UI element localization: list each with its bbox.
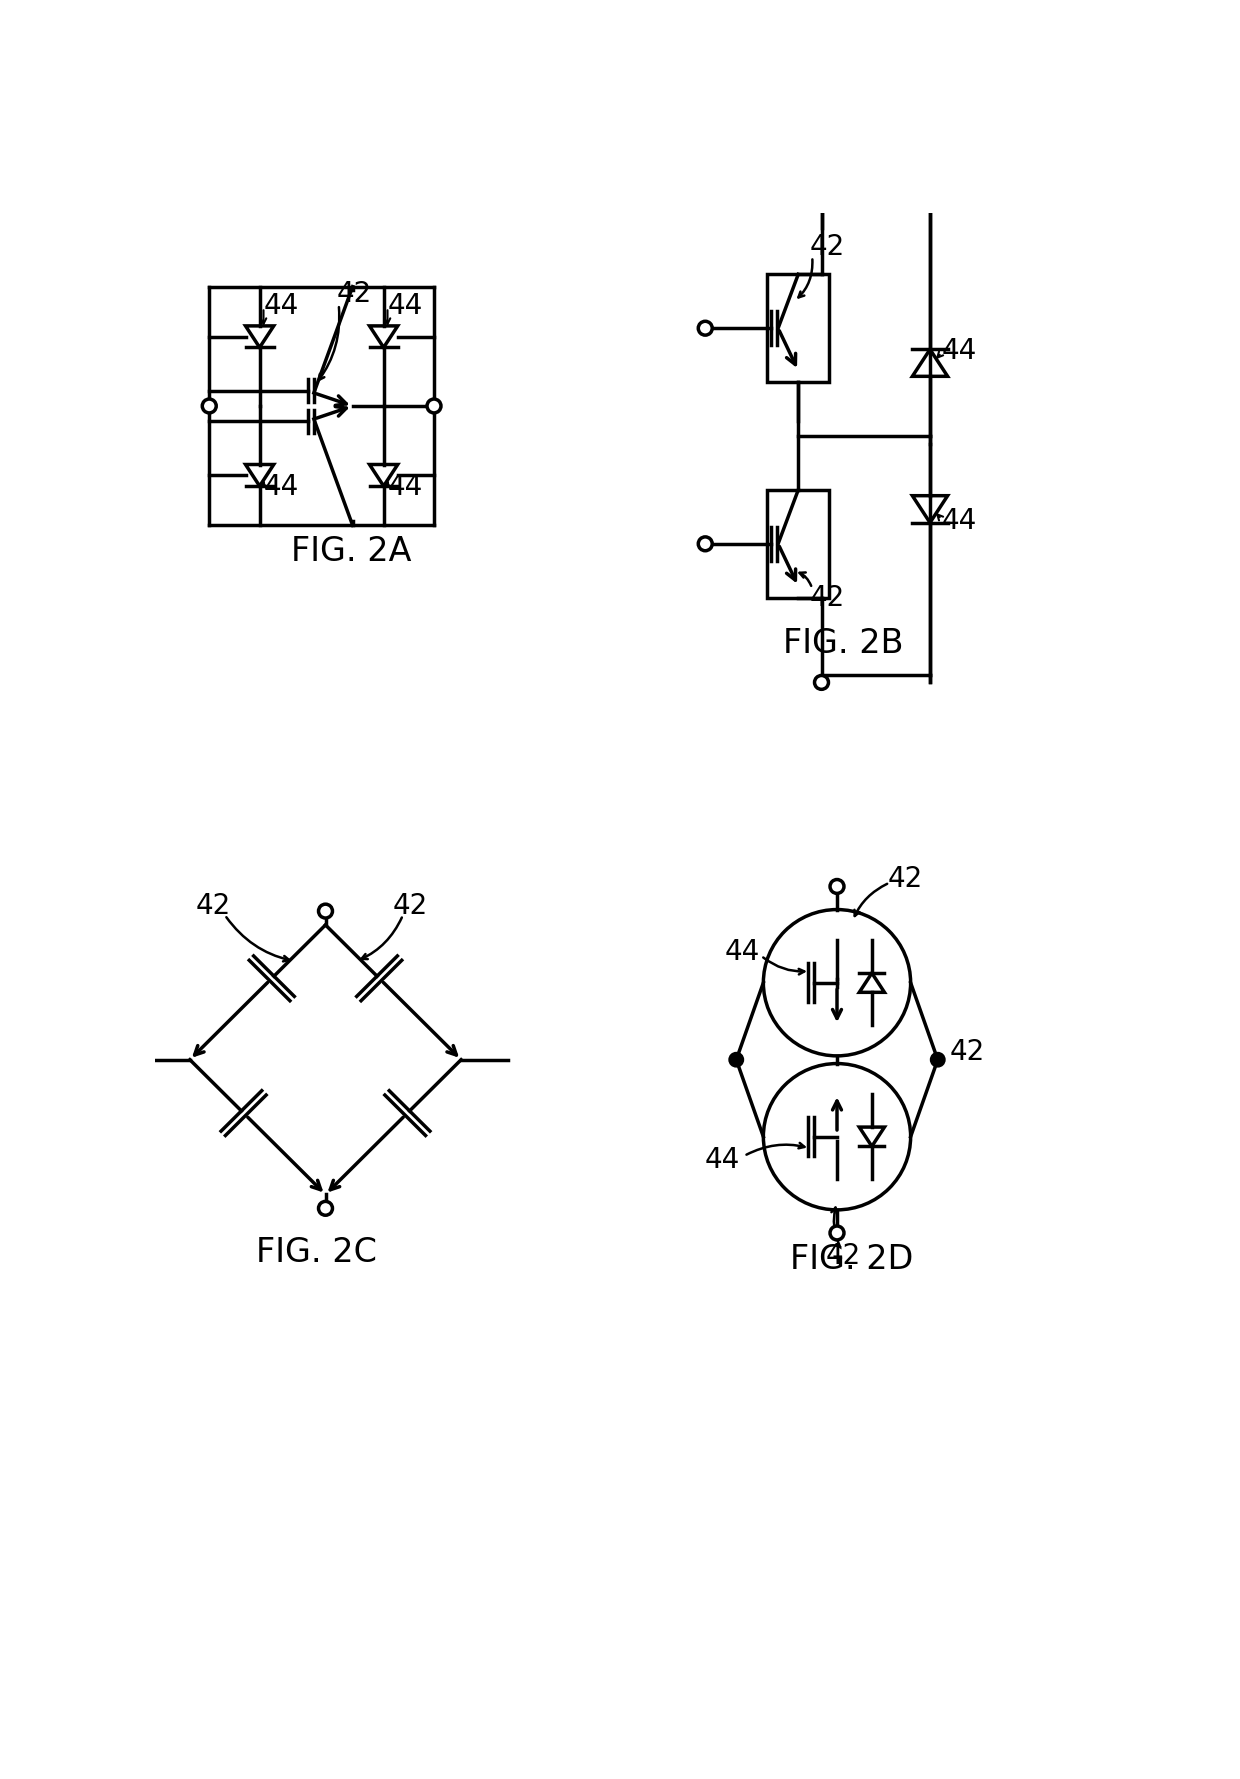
Circle shape xyxy=(202,398,216,413)
Circle shape xyxy=(427,398,441,413)
Text: 44: 44 xyxy=(704,1146,740,1174)
Text: 42: 42 xyxy=(950,1037,985,1066)
Text: FIG. 2A: FIG. 2A xyxy=(290,535,412,568)
Bar xyxy=(768,489,830,598)
Circle shape xyxy=(730,1053,743,1066)
Circle shape xyxy=(815,183,828,196)
Text: 42: 42 xyxy=(810,584,846,612)
Circle shape xyxy=(319,1201,332,1215)
Text: 44: 44 xyxy=(263,292,299,320)
Text: 42: 42 xyxy=(888,865,923,893)
Circle shape xyxy=(698,537,712,551)
Text: 42: 42 xyxy=(393,891,428,920)
Text: 42: 42 xyxy=(337,281,372,308)
Text: 42: 42 xyxy=(826,1242,861,1270)
Text: 44: 44 xyxy=(941,338,977,365)
Text: FIG. 2C: FIG. 2C xyxy=(255,1236,377,1268)
Circle shape xyxy=(319,904,332,918)
Text: 42: 42 xyxy=(196,891,231,920)
Text: 44: 44 xyxy=(724,938,759,966)
Circle shape xyxy=(815,676,828,688)
Text: FIG. 2D: FIG. 2D xyxy=(791,1244,914,1276)
Text: 44: 44 xyxy=(941,507,977,535)
Circle shape xyxy=(931,1053,944,1066)
Circle shape xyxy=(830,1226,844,1240)
Circle shape xyxy=(830,879,844,893)
Text: 44: 44 xyxy=(263,473,299,502)
Circle shape xyxy=(698,322,712,334)
Bar xyxy=(768,274,830,382)
Text: 44: 44 xyxy=(387,292,423,320)
Text: 42: 42 xyxy=(810,233,846,262)
Text: FIG. 2B: FIG. 2B xyxy=(782,628,903,660)
Text: 44: 44 xyxy=(387,473,423,502)
